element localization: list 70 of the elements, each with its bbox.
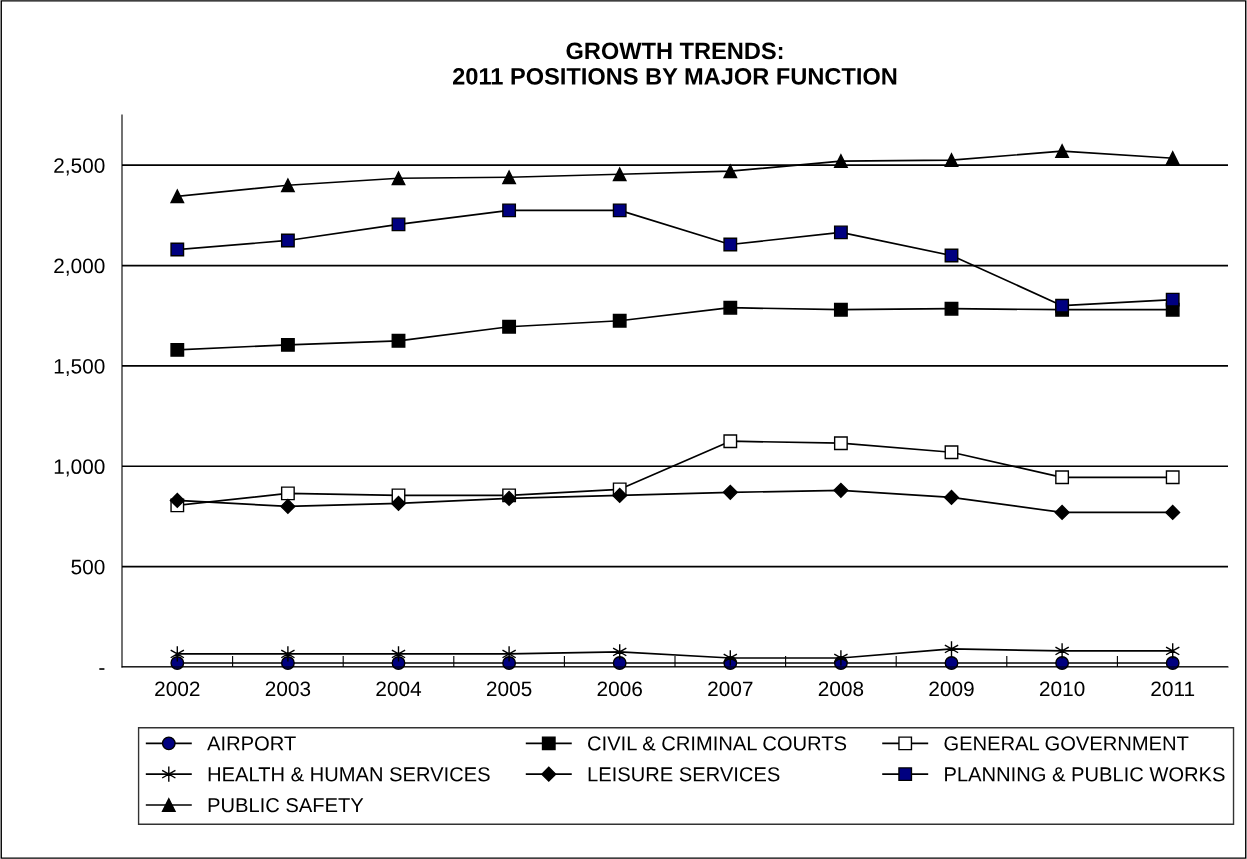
legend-label: AIRPORT: [207, 736, 296, 751]
point: [170, 242, 185, 257]
point: [612, 487, 628, 503]
point: [391, 333, 406, 348]
x-tick-label: 2008: [818, 681, 864, 697]
point: [280, 178, 295, 193]
point: [169, 492, 185, 508]
legend-label: PUBLIC SAFETY: [208, 798, 364, 813]
x-tick-label: 2010: [1039, 681, 1085, 697]
point: [1054, 642, 1070, 660]
y-tick-label: 1,000: [54, 459, 105, 477]
point: [502, 203, 517, 218]
point: [1165, 504, 1181, 521]
point: [944, 153, 959, 168]
y-tick-label: 1,500: [54, 358, 105, 377]
point: [833, 649, 849, 667]
point: [1165, 151, 1180, 166]
y-tick-label: 2,500: [54, 158, 105, 176]
point: [1055, 144, 1070, 159]
x-tick-label: 2006: [597, 681, 642, 697]
point: [833, 436, 848, 451]
point: [612, 167, 627, 182]
point: [943, 489, 960, 505]
x-tick-label: 2005: [486, 681, 532, 697]
x-tick-label: 2011: [1151, 681, 1195, 697]
x-tick-label: 2003: [265, 681, 311, 697]
legend-label: HEALTH & HUMAN SERVICES: [208, 767, 490, 782]
point: [1054, 504, 1070, 521]
y-tick-label: -: [99, 668, 105, 670]
point: [280, 498, 296, 514]
point: [612, 203, 627, 218]
y-tick-label: 500: [71, 559, 105, 575]
point: [391, 217, 406, 232]
y-tick-label: 2,000: [54, 258, 105, 276]
point: [280, 645, 296, 663]
point: [502, 319, 517, 334]
point: [833, 225, 848, 240]
point: [833, 482, 849, 498]
point: [944, 445, 959, 460]
point: [280, 233, 295, 248]
legend-label: CIVIL & CRIMINAL COURTS: [588, 736, 847, 751]
point: [1055, 470, 1070, 485]
point: [170, 342, 185, 357]
legend-label: PLANNING & PUBLIC WORKS: [945, 767, 1225, 782]
legend-label: LEISURE SERVICES: [588, 767, 780, 782]
point: [1165, 292, 1180, 307]
x-tick-label: 2004: [376, 681, 422, 697]
point: [501, 645, 517, 663]
point: [722, 484, 738, 500]
point: [391, 171, 406, 186]
point: [612, 313, 627, 328]
point: [170, 189, 185, 204]
x-tick-label: 2007: [708, 681, 753, 697]
point: [723, 434, 738, 449]
x-tick-label: 2009: [929, 681, 974, 697]
point: [280, 486, 295, 501]
point: [1055, 298, 1070, 313]
point: [833, 154, 848, 169]
point: [1165, 470, 1180, 485]
point: [502, 170, 517, 185]
point: [723, 300, 738, 315]
point: [390, 495, 407, 511]
point: [280, 337, 295, 352]
point: [723, 237, 738, 252]
point: [723, 164, 738, 179]
chart-title: GROWTH TRENDS: 2011 POSITIONS BY MAJOR FUNCTION: [452, 42, 897, 85]
point: [833, 302, 848, 317]
point: [944, 301, 959, 316]
x-tick-label: 2002: [155, 681, 200, 697]
legend-label: GENERAL GOVERNMENT: [944, 736, 1189, 751]
